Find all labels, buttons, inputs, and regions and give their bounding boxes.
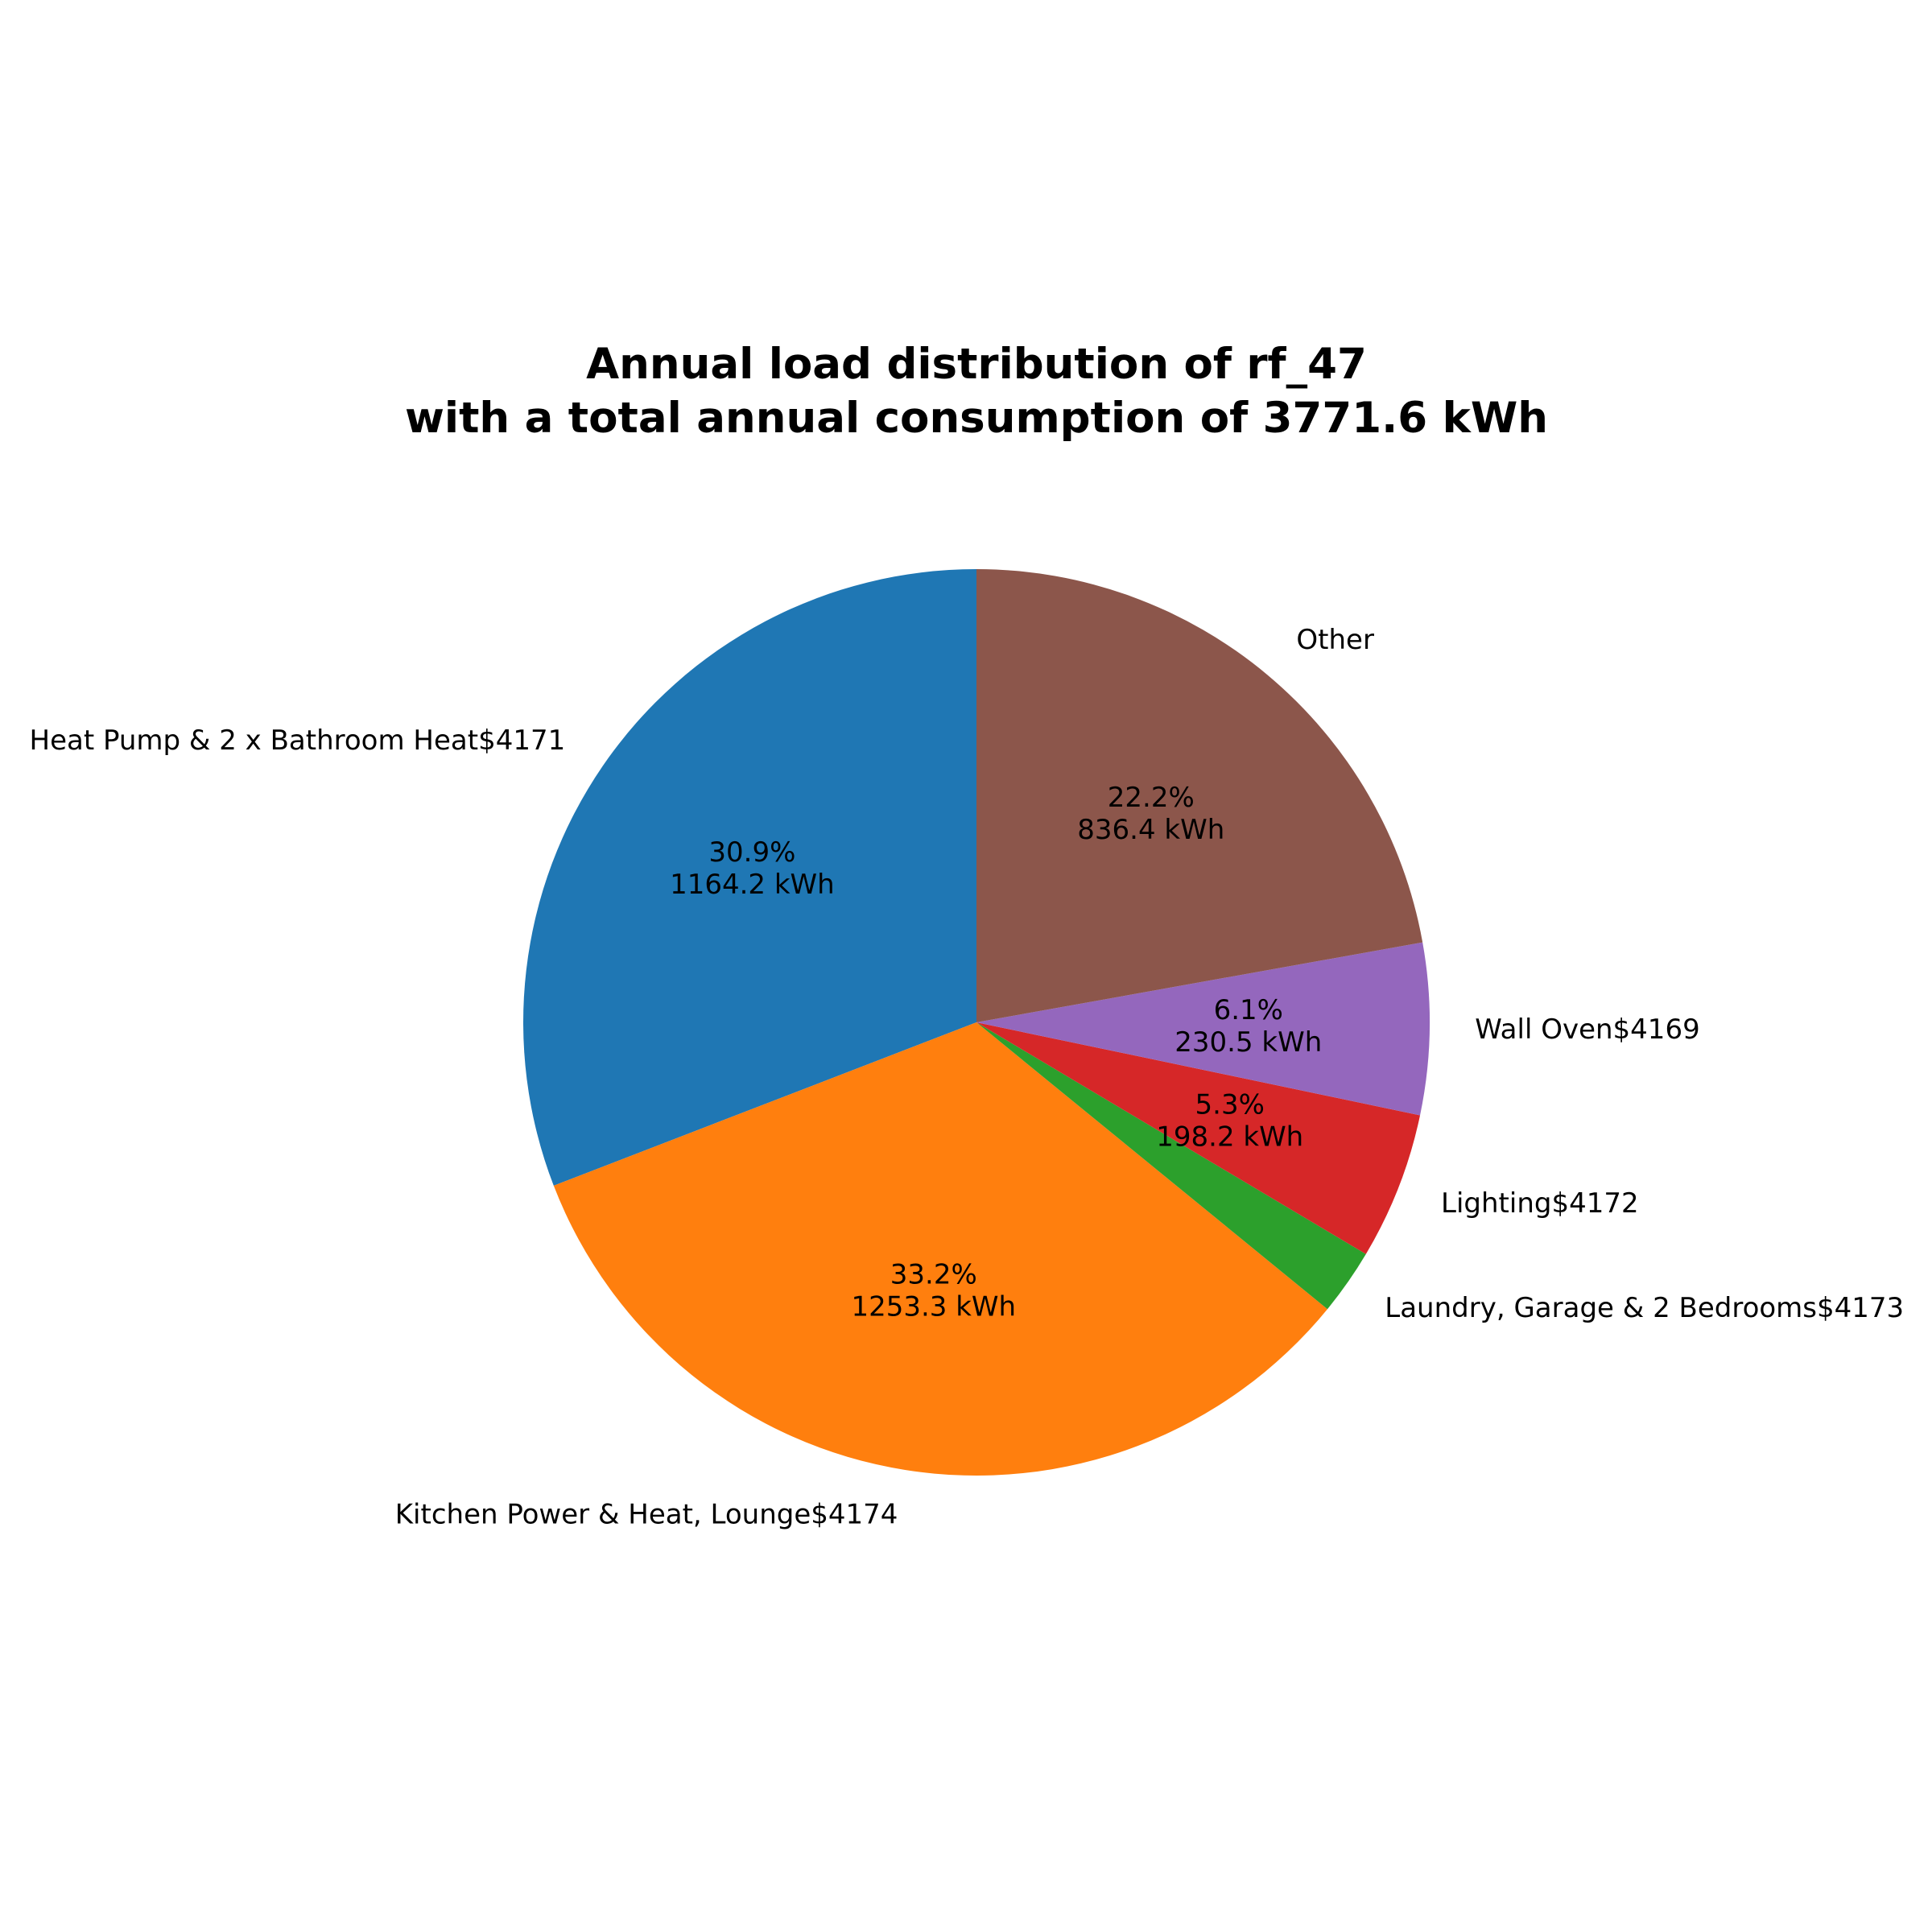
slice-kwh-label-0: 1164.2 kWh (670, 869, 835, 901)
pie-slice-5 (976, 569, 1423, 1022)
pie-slice-4 (976, 942, 1430, 1116)
slice-label-3: Lighting$4172 (1441, 1187, 1639, 1220)
pie-slice-0 (523, 569, 976, 1186)
slice-label-2: Laundry, Garage & 2 Bedrooms$4173 (1385, 1292, 1904, 1324)
pie-slice-1 (553, 1022, 1327, 1476)
slice-percent-label-3: 5.3% (1195, 1089, 1265, 1121)
slice-kwh-label-3: 198.2 kWh (1156, 1121, 1303, 1154)
slice-percent-label-0: 30.9% (708, 836, 795, 869)
slice-kwh-label-4: 230.5 kWh (1174, 1026, 1322, 1059)
pie-slices (523, 569, 1430, 1476)
chart-title-line-1: Annual load distribution of rf_47 (586, 340, 1367, 389)
slice-percent-label-5: 22.2% (1108, 782, 1195, 814)
slice-labels: Heat Pump & 2 x Bathroom Heat$4171 Kitche… (30, 624, 1905, 1531)
chart-title-line-2: with a total annual consumption of 3771.… (405, 394, 1548, 443)
slice-label-1: Kitchen Power & Heat, Lounge$4174 (395, 1499, 898, 1531)
slice-percent-label-1: 33.2% (890, 1259, 977, 1291)
pie-slice-3 (976, 1022, 1421, 1254)
slice-kwh-label-1: 1253.3 kWh (851, 1291, 1016, 1323)
slice-kwh-label-5: 836.4 kWh (1077, 814, 1224, 846)
slice-value-labels: 30.9%1164.2 kWh 33.2%1253.3 kWh 5.3%198.2 … (670, 782, 1322, 1323)
slice-percent-label-4: 6.1% (1214, 994, 1283, 1026)
slice-label-4: Wall Oven$4169 (1475, 1013, 1700, 1046)
chart-title: Annual load distribution of rf_47 with a… (405, 340, 1548, 443)
slice-label-5: Other (1296, 624, 1374, 656)
pie-slice-2 (976, 1022, 1366, 1310)
slice-label-0: Heat Pump & 2 x Bathroom Heat$4171 (30, 724, 566, 757)
